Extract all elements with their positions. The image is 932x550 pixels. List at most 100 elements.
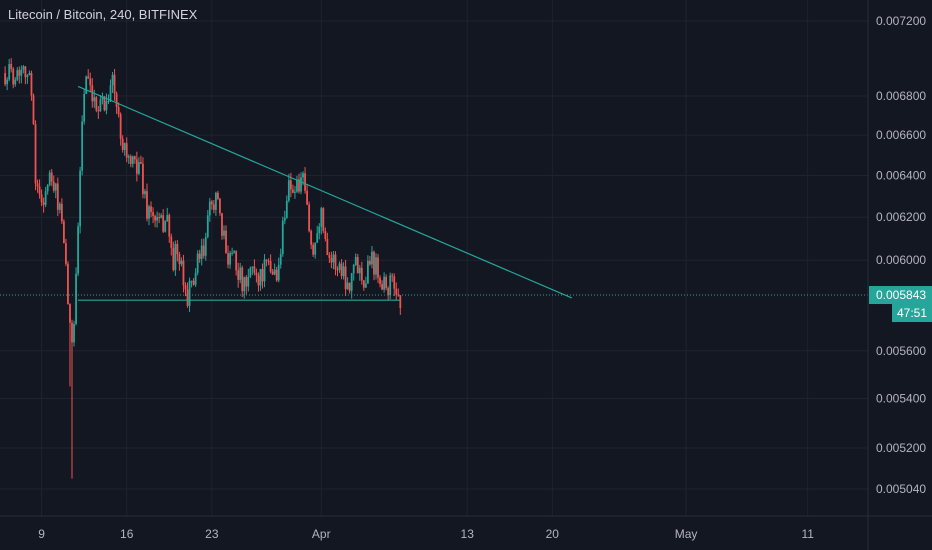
y-tick-label: 0.007200	[876, 14, 926, 28]
candle-body	[144, 191, 146, 195]
candle-body	[350, 273, 353, 291]
candle-body	[140, 162, 142, 164]
candle-body	[306, 190, 308, 205]
candle-body	[383, 276, 386, 290]
y-tick-label: 0.006600	[876, 128, 926, 142]
candle-body	[174, 244, 177, 271]
candle-body	[227, 253, 229, 265]
candle-body	[322, 208, 325, 232]
candle-body	[314, 242, 317, 255]
candle-body	[40, 194, 43, 203]
candle-body	[219, 198, 221, 214]
candle-body	[158, 216, 161, 218]
trend-lines[interactable]	[0, 85, 868, 301]
candle-body	[330, 258, 333, 263]
candle-body	[255, 272, 258, 276]
candle-body	[42, 202, 45, 205]
candle-body	[67, 263, 69, 305]
candle-body	[38, 186, 41, 195]
candle-body	[231, 252, 234, 254]
candle-body	[267, 260, 270, 262]
candle-body	[196, 253, 199, 273]
candle-body	[105, 101, 108, 111]
candle-body	[208, 201, 211, 216]
candle-body	[113, 74, 116, 94]
candle-body	[103, 96, 106, 111]
candle-body	[283, 217, 286, 221]
candle-body	[210, 201, 213, 205]
candle-body	[312, 244, 315, 255]
candle-body	[247, 276, 250, 287]
candle-body	[12, 68, 15, 85]
candle-body	[328, 255, 331, 259]
candle-body	[340, 263, 343, 276]
candle-body	[81, 121, 84, 171]
candle-body	[62, 221, 65, 244]
descending-trend-line[interactable]	[77, 85, 573, 299]
candle-body	[237, 270, 240, 280]
candle-body	[369, 260, 371, 265]
candle-body	[111, 74, 114, 86]
candle-body	[346, 282, 349, 290]
candle-body	[225, 230, 227, 254]
candle-body	[198, 253, 201, 259]
candle-body	[71, 322, 73, 343]
candle-body	[371, 251, 373, 265]
candle-body	[287, 180, 290, 201]
candle-body	[379, 277, 381, 284]
candle-body	[52, 181, 55, 191]
candle-body	[360, 267, 363, 281]
y-tick-label: 0.006000	[876, 253, 926, 267]
candle-body	[109, 85, 112, 102]
x-tick-label: Apr	[312, 527, 331, 541]
y-tick-label: 0.006800	[876, 89, 926, 103]
candle-body	[28, 72, 31, 76]
candle-body	[243, 277, 246, 292]
candle-body	[99, 99, 102, 112]
candle-body	[133, 156, 136, 160]
candle-body	[202, 245, 205, 256]
candle-body	[44, 191, 47, 205]
candle-body	[245, 277, 248, 287]
candle-body	[32, 95, 35, 125]
candle-body	[362, 280, 365, 288]
candle-body	[294, 191, 296, 193]
candle-body	[318, 226, 321, 234]
candle-body	[377, 257, 379, 278]
candle-body	[397, 294, 400, 296]
candle-body	[324, 231, 327, 239]
candle-body	[6, 79, 9, 85]
candle-body	[375, 257, 377, 275]
candle-body	[334, 254, 337, 270]
candle-body	[60, 203, 63, 222]
candle-body	[223, 230, 225, 236]
candle-body	[22, 66, 25, 70]
candle-body	[206, 215, 209, 238]
candle-body	[24, 66, 27, 78]
candle-body	[10, 64, 13, 69]
candle-body	[164, 221, 167, 232]
candle-body	[75, 273, 77, 325]
candle-body	[117, 107, 120, 115]
candle-body	[204, 237, 207, 256]
candle-body	[166, 215, 169, 222]
candle-body	[300, 177, 302, 192]
candle-body	[310, 230, 313, 245]
x-tick-label: 11	[801, 527, 814, 541]
candle-body	[54, 183, 57, 191]
countdown-badge	[892, 304, 932, 323]
countdown-label: 47:51	[897, 306, 927, 320]
candle-body	[354, 257, 357, 265]
candle-body	[146, 191, 148, 219]
candle-body	[97, 110, 100, 112]
candle-body	[395, 288, 398, 295]
candle-body	[391, 275, 394, 277]
candle-body	[241, 267, 244, 292]
candle-body	[342, 266, 345, 276]
candle-body	[93, 97, 96, 102]
candle-body	[87, 76, 90, 79]
candle-body	[296, 179, 298, 192]
candle-body	[387, 287, 390, 296]
candle-body	[217, 192, 219, 199]
